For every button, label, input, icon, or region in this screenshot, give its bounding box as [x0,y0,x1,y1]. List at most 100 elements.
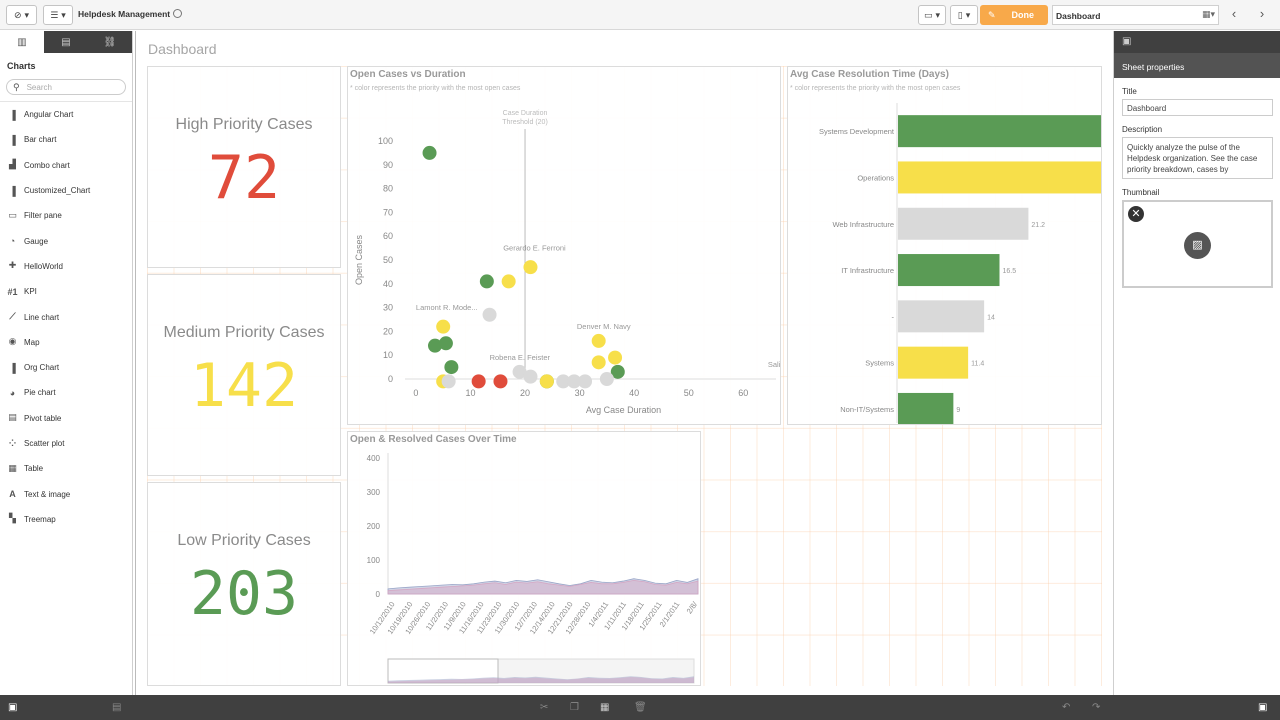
chart-list-item-label: Filter pane [24,211,62,221]
bar [898,207,1029,240]
area-chart-card[interactable]: Open & Resolved Cases Over Time 0 100 200 3… [347,431,701,686]
sheet-properties-icon[interactable]: ▣ [1122,36,1132,47]
done-editing-button[interactable]: ✎ Done [980,5,1048,25]
bar-value-label: 14 [987,314,995,321]
chart-list-item[interactable]: ◉ Map [0,330,132,355]
bar [898,300,985,333]
chart-list-item-label: Pie chart [24,388,56,398]
chart-list-item[interactable]: A Text & image [0,481,132,506]
kpi-medium-priority[interactable]: Medium Priority Cases 142 [147,274,341,476]
chart-subtitle: * color represents the priority with the… [790,85,961,92]
scatter-point [556,374,571,389]
chart-list-item[interactable]: ✚ HelloWorld [0,254,132,279]
bar-chart-card[interactable]: Avg Case Resolution Time (Days) * color … [787,66,1102,425]
kpi-high-priority[interactable]: High Priority Cases 72 [147,66,341,268]
sheet-list-icon[interactable]: ▤ [112,702,122,713]
chart-search-input[interactable]: ⚲ Search [6,79,126,95]
copy-icon[interactable]: ❐ [570,702,579,713]
delete-icon[interactable]: 🗑 [634,702,647,713]
x-tick-label: 20 [520,388,530,398]
reference-line-label: Threshold (20) [502,119,548,126]
y-tick-label: 70 [383,207,393,217]
undo-icon[interactable]: ↶ [1062,702,1071,713]
chart-list-item[interactable]: ▚ Treemap [0,507,132,532]
navigation-menu-button[interactable]: ⊘ ▾ [6,5,37,25]
done-editing-label: Done [1011,10,1035,20]
chart-list-item[interactable]: ▐ Org Chart [0,355,132,380]
chart-list-item[interactable]: ▐ Customized_Chart [0,178,132,203]
kpi-value: 203 [189,559,299,629]
cut-icon[interactable]: ✂ [540,702,549,713]
properties-panel: ▣ Sheet properties Title Dashboard Descr… [1113,31,1280,695]
present-button[interactable]: ▭ ▾ [918,5,946,25]
tab-charts[interactable]: ▥ [0,31,44,53]
chart-list-item[interactable]: ▐ Angular Chart [0,102,132,127]
y-tick-label: 40 [383,279,393,289]
chart-list-item[interactable]: ▟ Combo chart [0,153,132,178]
global-menu-button[interactable]: ☰ ▾ [43,5,73,25]
sheet-selector[interactable]: Dashboard ▦▾ [1052,5,1219,25]
next-sheet-button[interactable]: › [1259,6,1265,21]
previous-sheet-button[interactable]: ‹ [1231,6,1237,21]
bottom-toolbar: ▣ ▤ ✂ ❐ ▦ 🗑 ↶ ↷ ▣ [0,695,1280,720]
point-label: Denver M. Navy [577,322,631,331]
chart-list-item[interactable]: ◕ Pie chart [0,380,132,405]
y-tick-label: 0 [376,590,381,599]
bookmark-button[interactable]: ▯ ▾ [950,5,978,25]
tab-master-items[interactable]: ⛓ [88,31,132,53]
link-icon: ⛓ [103,36,117,48]
chart-list-item[interactable]: ⁘ Scatter plot [0,431,132,456]
remove-thumbnail-icon[interactable]: ✕ [1128,206,1144,222]
description-field[interactable]: Quickly analyze the pulse of the Helpdes… [1122,137,1273,179]
thumbnail-dropzone[interactable]: ✕ ▨ [1122,200,1273,288]
chart-title: Avg Case Resolution Time (Days) [790,69,949,80]
scatter-point [471,374,486,389]
scatter-point [591,333,606,348]
y-tick-label: 50 [383,255,393,265]
kpi-label: High Priority Cases [175,116,313,133]
chart-list-item[interactable]: ▐ Bar chart [0,127,132,152]
chart-list-item[interactable]: ▤ Pivot table [0,406,132,431]
chart-title: Open Cases vs Duration [350,69,466,80]
y-axis-label: Open Cases [354,234,364,285]
scatter-chart-card[interactable]: Open Cases vs Duration * color represent… [347,66,781,425]
kpi-icon: #1 [7,286,18,297]
scatter-point [539,374,554,389]
tab-fields[interactable]: ▤ [44,31,88,53]
chevron-down-icon: ▾ [965,9,971,20]
category-label: - [892,312,895,321]
toggle-assets-panel-icon[interactable]: ▣ [8,702,18,713]
y-tick-label: 200 [367,522,381,531]
chart-list-item[interactable]: ▦ Table [0,456,132,481]
scatter-icon: ⁘ [8,437,17,448]
y-tick-label: 0 [388,374,393,384]
y-tick-label: 10 [383,350,393,360]
chart-list-item[interactable]: ◔ Gauge [0,228,132,253]
bar [898,346,969,379]
bar-chart-icon: ▥ [17,36,27,48]
chart-list-item[interactable]: ▭ Filter pane [0,203,132,228]
pivot-icon: ▤ [8,412,17,423]
pie-chart-icon: ◕ [9,387,16,398]
x-tick-label: 10 [465,388,475,398]
y-tick-label: 400 [367,454,381,463]
chart-list-item[interactable]: ⟋ Line chart [0,304,132,329]
scatter-point [512,364,527,379]
y-tick-label: 300 [367,488,381,497]
x-axis-label: Avg Case Duration [586,405,661,415]
scatter-point [523,260,538,275]
chart-list-item-label: Map [24,337,40,347]
category-label: IT Infrastructure [841,266,894,275]
paste-icon[interactable]: ▦ [600,702,610,713]
assets-panel: ▥ ▤ ⛓ Charts ⚲ Search ▐ Angular Chart ▐ Bar… [0,31,133,695]
chart-list: ▐ Angular Chart ▐ Bar chart ▟ Combo chart ▐ Cus… [0,101,132,532]
toggle-properties-panel-icon[interactable]: ▣ [1258,702,1268,713]
redo-icon[interactable]: ↷ [1092,702,1101,713]
title-field[interactable]: Dashboard [1122,99,1273,116]
bar-chart-icon: ▐ [9,134,16,145]
chart-list-item[interactable]: #1 KPI [0,279,132,304]
reference-line-label: Case Duration [503,110,548,117]
kpi-low-priority[interactable]: Low Priority Cases 203 [147,482,341,686]
treemap-icon: ▚ [9,513,16,524]
scatter-point [479,274,494,289]
